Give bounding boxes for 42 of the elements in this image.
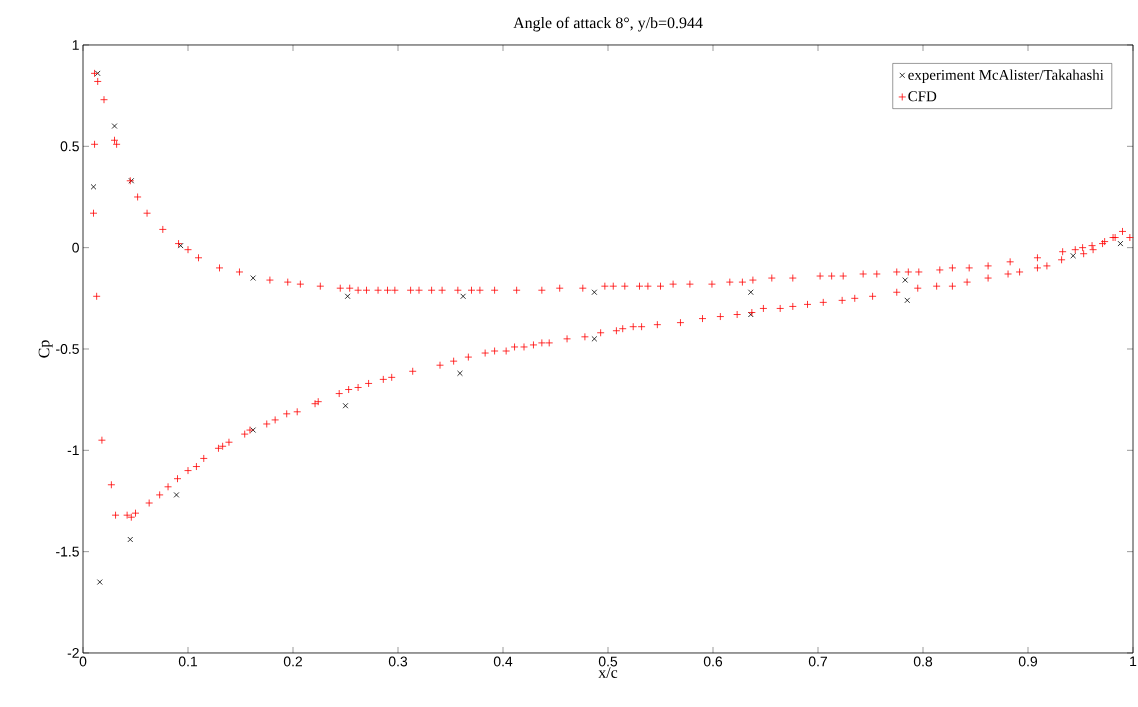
x-axis-title: x/c bbox=[598, 667, 618, 678]
y-axis-title: Cp bbox=[38, 340, 53, 358]
legend-label: CFD bbox=[908, 91, 937, 102]
point bbox=[1070, 252, 1077, 259]
x-tick-label: 0.1 bbox=[178, 656, 198, 667]
point bbox=[111, 123, 118, 129]
legend-label: experiment McAlister/Takahashi bbox=[908, 69, 1104, 83]
point bbox=[904, 297, 911, 304]
x-tick-label: 0.3 bbox=[388, 656, 408, 667]
y-tick-label: 1 bbox=[72, 40, 79, 50]
y-tick-label: 0 bbox=[72, 242, 79, 253]
y-tick-label: -1 bbox=[67, 445, 79, 456]
point bbox=[94, 70, 101, 77]
x-tick-label: 0.2 bbox=[283, 656, 303, 667]
x-tick-label: 0.5 bbox=[598, 656, 618, 667]
point bbox=[591, 289, 598, 296]
x-tick-label: 0 bbox=[79, 656, 87, 667]
point bbox=[460, 293, 466, 300]
point bbox=[344, 293, 351, 300]
chart-title: Angle of attack 8°, y/b=0.944 bbox=[513, 16, 703, 32]
x-tick-label: 0.4 bbox=[493, 656, 513, 667]
y-tick-label: -0.5 bbox=[56, 344, 79, 354]
point bbox=[747, 289, 754, 296]
x-tick-label: 0.8 bbox=[913, 656, 933, 667]
y-tick-label: 0.5 bbox=[60, 141, 79, 152]
point bbox=[591, 335, 598, 342]
x-tick-label: 0.6 bbox=[703, 656, 723, 667]
point bbox=[90, 183, 97, 190]
y-tick-label: -1.5 bbox=[56, 546, 79, 557]
x-tick-label: 0.9 bbox=[1018, 656, 1038, 667]
point bbox=[1117, 240, 1124, 247]
point bbox=[457, 370, 463, 377]
point bbox=[250, 275, 256, 281]
point bbox=[127, 536, 134, 543]
x-tick-label: 0.7 bbox=[808, 656, 827, 667]
point bbox=[902, 277, 909, 283]
point bbox=[173, 492, 180, 498]
point bbox=[342, 402, 349, 409]
point bbox=[96, 579, 103, 585]
y-tick-label: -2 bbox=[67, 648, 79, 658]
point bbox=[250, 427, 256, 433]
x-tick-label: 1 bbox=[1130, 656, 1137, 667]
